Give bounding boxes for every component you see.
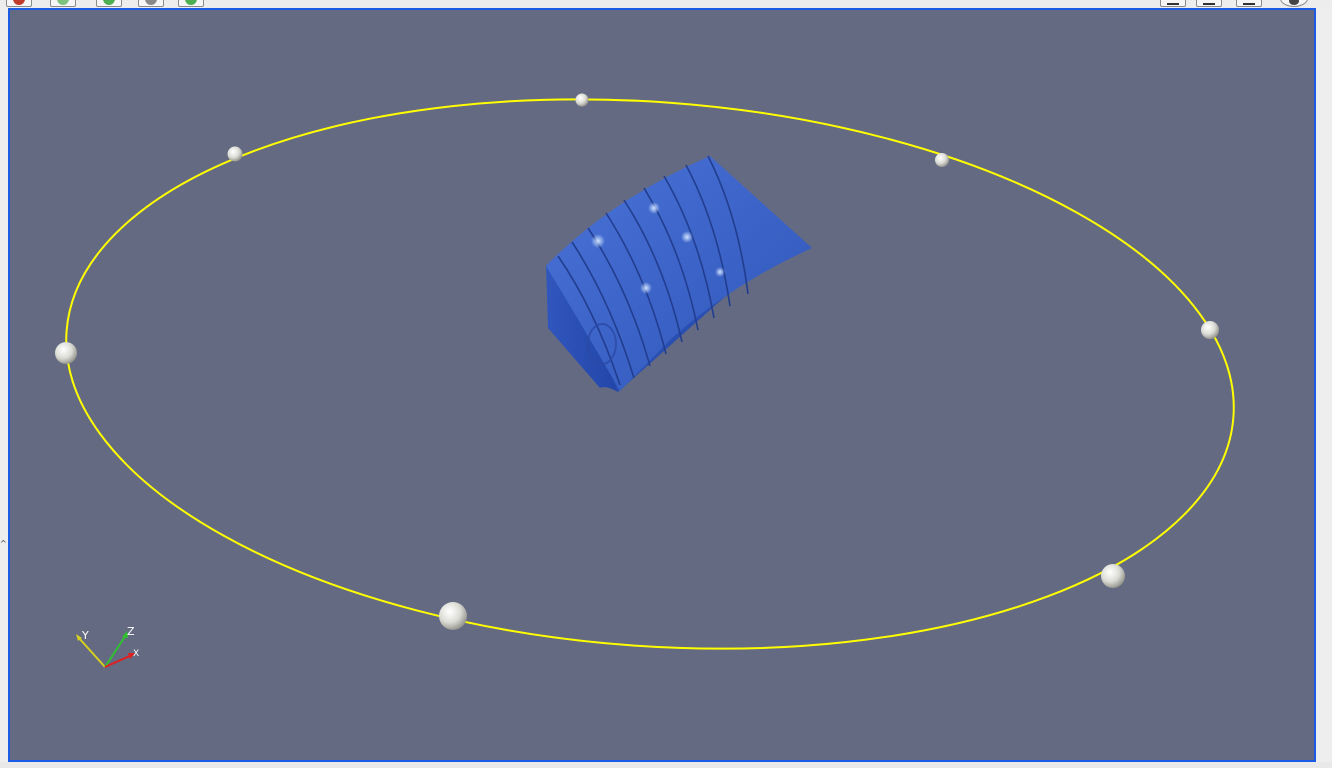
- split-horizontal-button[interactable]: [1160, 0, 1186, 7]
- x-axis-label: X: [133, 649, 139, 659]
- view-bottom-frame: [0, 762, 1332, 768]
- x-axis-tip: [128, 653, 135, 659]
- highlight: [640, 282, 652, 294]
- highlight: [681, 231, 693, 243]
- undo-camera-button[interactable]: [6, 0, 32, 7]
- orbit-control-point[interactable]: [1201, 321, 1219, 339]
- highlight: [715, 267, 725, 277]
- highlight: [648, 202, 660, 214]
- rotate-camera-button[interactable]: [178, 0, 204, 7]
- x-axis-line: [104, 654, 133, 668]
- close-view-button[interactable]: [1280, 0, 1308, 7]
- view-toolbar: [0, 0, 1332, 8]
- z-axis-label: Z: [127, 625, 135, 638]
- camera-object[interactable]: [546, 155, 812, 392]
- orbit-control-point[interactable]: [227, 146, 243, 162]
- orbit-control-point[interactable]: [935, 153, 949, 167]
- reset-camera-icon: [103, 0, 115, 5]
- orbit-control-point[interactable]: [439, 602, 467, 630]
- orbit-control-point[interactable]: [55, 342, 77, 364]
- rotate-camera-icon: [185, 0, 197, 5]
- z-axis-tip: [122, 631, 128, 638]
- z-axis-line: [104, 634, 127, 668]
- split-vertical-button[interactable]: [1196, 0, 1222, 7]
- zoom-to-data-icon: [145, 0, 157, 5]
- maximize-view-button[interactable]: [1236, 0, 1262, 7]
- orbit-control-point[interactable]: [1101, 564, 1125, 588]
- y-axis-label: Y: [81, 629, 89, 642]
- redo-camera-button[interactable]: [50, 0, 76, 7]
- orientation-axes: Y Z X: [76, 625, 139, 668]
- splitter-handle-icon[interactable]: ^: [0, 539, 7, 548]
- camera-lens: [587, 323, 617, 365]
- maximize-view-icon: [1243, 3, 1255, 5]
- reset-camera-button[interactable]: [96, 0, 122, 7]
- redo-camera-icon: [57, 0, 69, 5]
- y-axis-tip: [76, 634, 82, 641]
- orbit-control-point[interactable]: [575, 93, 589, 107]
- highlight: [591, 234, 605, 248]
- zoom-to-data-button[interactable]: [138, 0, 164, 7]
- orbit-path[interactable]: [47, 60, 1254, 688]
- render-view[interactable]: Y Z X: [8, 8, 1316, 762]
- scene-canvas[interactable]: Y Z X: [10, 10, 1314, 760]
- close-view-icon: [1289, 0, 1299, 5]
- split-vertical-icon: [1203, 3, 1215, 5]
- undo-camera-icon: [13, 0, 25, 5]
- split-horizontal-icon: [1167, 3, 1179, 5]
- y-axis-line: [77, 636, 106, 668]
